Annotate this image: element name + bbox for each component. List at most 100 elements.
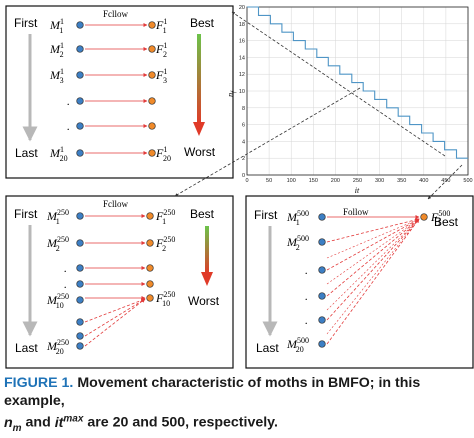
moth-dot	[76, 212, 84, 220]
last-label: Last	[15, 146, 38, 160]
y-tick-label: 8	[242, 106, 245, 112]
flame-dot	[148, 149, 156, 157]
first-label: First	[14, 16, 38, 30]
first-label: First	[14, 207, 38, 221]
y-tick-label: 14	[239, 55, 245, 61]
caption-nm: nm	[4, 414, 22, 434]
moth-dot	[318, 292, 326, 300]
moth-label: M500 2	[286, 234, 309, 252]
follow-arrow-dashed	[326, 218, 420, 335]
flame-label: F1 2	[155, 41, 167, 59]
flame-dot	[146, 280, 154, 288]
follow-label: Fcllow	[103, 9, 129, 19]
follow-arrow-dashed	[326, 218, 420, 321]
x-tick-label: 0	[245, 178, 248, 184]
moth-dot	[318, 340, 326, 348]
panel-bottom-left	[5, 195, 234, 369]
connector-dashed	[427, 164, 463, 200]
moth-dot	[76, 239, 84, 247]
flame-label: F250 2	[155, 235, 175, 253]
last-label: Last	[15, 341, 38, 355]
worst-label: Worst	[184, 145, 216, 159]
moth-dot	[76, 332, 84, 340]
flame-dot	[146, 239, 154, 247]
y-tick-label: 10	[239, 89, 245, 95]
moth-ellipsis: .	[67, 119, 70, 133]
flame-dot	[148, 97, 156, 105]
moth-label: M500 20	[286, 336, 309, 354]
first-label: First	[254, 208, 278, 222]
chart-ylabel: nf	[226, 90, 237, 97]
x-tick-label: 100	[287, 178, 296, 184]
follow-arrow-dashed	[326, 217, 420, 243]
panel-bottom-right-content: First Last Follow Best F500 1 M500 1 M500 2..…	[254, 207, 459, 355]
flame-dot	[148, 71, 156, 79]
flame-label: F1 3	[155, 67, 167, 85]
x-tick-label: 250	[353, 178, 362, 184]
nf-chart: nf it 050100150200250300350400450500 024…	[226, 5, 473, 195]
moth-dot	[76, 45, 84, 53]
moth-ellipsis: .	[67, 94, 70, 108]
panel-top-left	[5, 5, 234, 179]
chart-y-ticks: 0 2 4 6 8 10 12 14 16 18 20	[239, 5, 245, 179]
flame-label: F500 1	[430, 209, 450, 227]
x-tick-label: 350	[397, 178, 406, 184]
moth-dot	[76, 71, 84, 79]
x-tick-label: 200	[331, 178, 340, 184]
moth-label: M1 1	[49, 17, 64, 35]
rank-gradient-arrowhead	[193, 122, 205, 136]
moth-dot	[76, 21, 84, 29]
caption-line1: Movement characteristic of moths in BMFO…	[4, 375, 421, 409]
x-tick-label: 300	[375, 178, 384, 184]
flame-dot	[148, 45, 156, 53]
chart-series-line	[247, 6, 468, 159]
x-tick-label: 50	[266, 178, 272, 184]
panel-bottom-left-content: First Last Fcllow Best Worst M250 1 M250 2.…	[14, 199, 220, 356]
flame-dot	[146, 212, 154, 220]
moth-ellipsis: .	[305, 263, 308, 277]
worst-label: Worst	[188, 294, 220, 308]
moth-ellipsis: .	[64, 277, 67, 291]
moth-dot	[318, 238, 326, 246]
flame-dot	[420, 213, 428, 221]
follow-arrow-dashed	[84, 298, 146, 347]
moth-label: M250 10	[46, 292, 69, 310]
follow-label: Follow	[343, 207, 369, 217]
rank-gradient-arrow	[205, 226, 209, 274]
chart-grid	[246, 6, 469, 176]
moth-label: M1 3	[49, 67, 64, 85]
moth-dot	[318, 266, 326, 274]
rank-gradient-arrowhead	[201, 272, 213, 286]
follow-arrow-dashed	[326, 218, 420, 259]
last-label: Last	[256, 341, 279, 355]
caption-label: FIGURE 1.	[4, 375, 74, 391]
flame-label: F250 10	[155, 290, 175, 308]
best-label: Best	[190, 16, 215, 30]
figure-caption: FIGURE 1. Movement characteristic of mot…	[4, 374, 474, 438]
moth-label: M250 1	[46, 208, 69, 226]
flame-label: F1 1	[155, 17, 167, 35]
chart-xlabel: it	[355, 186, 360, 195]
y-tick-label: 0	[242, 173, 245, 179]
connector-dashed	[231, 11, 446, 157]
chart-frame	[246, 6, 469, 176]
moth-dot	[318, 316, 326, 324]
panel-bottom-right	[245, 195, 474, 369]
caption-itmax: itmax	[54, 413, 84, 431]
moth-label: M1 2	[49, 41, 64, 59]
rank-gradient-arrow	[197, 34, 201, 124]
flame-dot	[148, 122, 156, 130]
flame-label: F1 20	[155, 145, 171, 163]
flame-label: F250 1	[155, 208, 175, 226]
moth-dot	[76, 264, 84, 272]
x-tick-label: 500	[463, 178, 472, 184]
moth-ellipsis: .	[64, 261, 67, 275]
follow-arrow-dashed	[84, 298, 146, 337]
follow-arrow-dashed	[326, 218, 420, 345]
caption-and: and	[25, 414, 51, 431]
moth-label: M250 2	[46, 235, 69, 253]
flame-dot	[146, 264, 154, 272]
y-tick-label: 2	[242, 156, 245, 162]
moth-ellipsis: .	[305, 313, 308, 327]
moth-dot	[76, 122, 84, 130]
